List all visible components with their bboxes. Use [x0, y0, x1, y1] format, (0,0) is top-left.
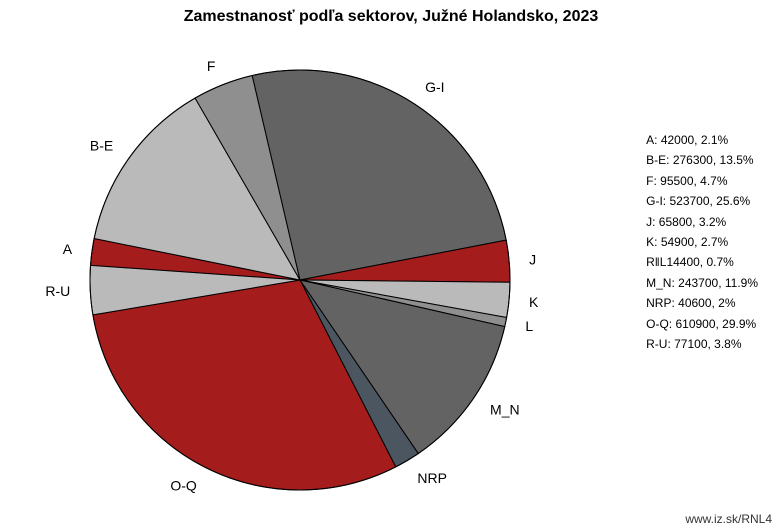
slice-label-r-u: R-U: [45, 283, 70, 299]
legend-item-r-u: R-U: 77100, 3.8%: [646, 334, 758, 354]
legend-item-k: K: 54900, 2.7%: [646, 232, 758, 252]
legend-item-o-q: O-Q: 610900, 29.9%: [646, 314, 758, 334]
slice-label-o-q: O-Q: [170, 478, 197, 494]
legend-item-a: A: 42000, 2.1%: [646, 130, 758, 150]
footer-link: www.iz.sk/RNL4: [685, 512, 772, 526]
slice-label-f: F: [207, 58, 216, 74]
slice-label-m-n: M_N: [490, 402, 520, 418]
legend-item-l: R‖L14400, 0.7%: [646, 252, 758, 272]
legend-item-m-n: M_N: 243700, 11.9%: [646, 273, 758, 293]
legend-item-j: J: 65800, 3.2%: [646, 212, 758, 232]
slice-label-a: A: [63, 241, 73, 257]
legend-item-g-i: G-I: 523700, 25.6%: [646, 191, 758, 211]
slice-label-j: J: [529, 251, 536, 267]
slice-label-k: K: [529, 294, 539, 310]
slice-label-l: L: [525, 318, 533, 334]
slice-label-g-i: G-I: [425, 79, 444, 95]
chart-title: Zamestnanosť podľa sektorov, Južné Holan…: [0, 8, 782, 26]
slice-label-nrp: NRP: [417, 470, 447, 486]
slice-label-b-e: B-E: [90, 138, 113, 154]
legend: A: 42000, 2.1%B-E: 276300, 13.5%F: 95500…: [646, 130, 758, 354]
legend-item-b-e: B-E: 276300, 13.5%: [646, 150, 758, 170]
legend-item-nrp: NRP: 40600, 2%: [646, 293, 758, 313]
pie-chart: A B-E F G-I J KL M_N NRP O-Q R-U: [0, 30, 600, 530]
legend-item-f: F: 95500, 4.7%: [646, 171, 758, 191]
